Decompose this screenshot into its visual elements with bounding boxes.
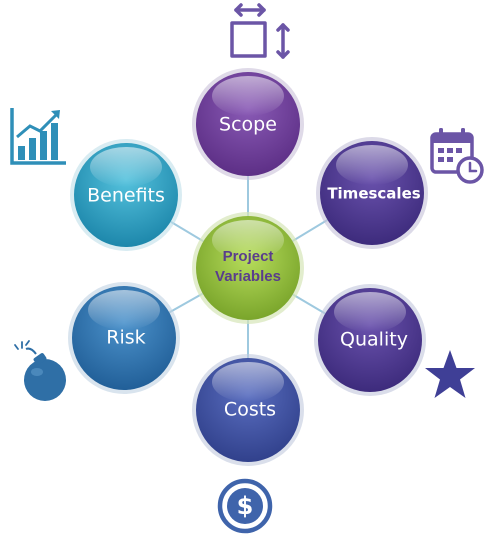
calendar-clock-icon xyxy=(430,128,484,184)
node-quality: Quality xyxy=(314,284,426,396)
center-label-line1: Project xyxy=(223,248,274,265)
node-costs: Costs xyxy=(192,354,304,466)
bomb-icon xyxy=(14,340,66,401)
dollar-coin-icon: $ xyxy=(217,478,273,534)
resize-arrows-icon xyxy=(230,3,290,59)
center-label-line2: Variables xyxy=(215,268,281,285)
node-label-timescales: Timescales xyxy=(327,185,420,203)
node-label-costs: Costs xyxy=(224,399,276,421)
center-node: Project Variables xyxy=(192,212,304,324)
node-benefits: Benefits xyxy=(70,139,182,251)
node-label-scope: Scope xyxy=(219,114,277,136)
node-scope: Scope xyxy=(192,68,304,180)
node-risk: Risk xyxy=(68,282,180,394)
node-label-risk: Risk xyxy=(106,327,145,349)
node-timescales: Timescales xyxy=(316,137,428,249)
svg-text:$: $ xyxy=(237,492,254,520)
node-label-quality: Quality xyxy=(340,329,408,351)
star-icon xyxy=(425,350,475,398)
node-label-benefits: Benefits xyxy=(87,185,165,207)
bar-chart-growth-icon xyxy=(10,108,66,165)
